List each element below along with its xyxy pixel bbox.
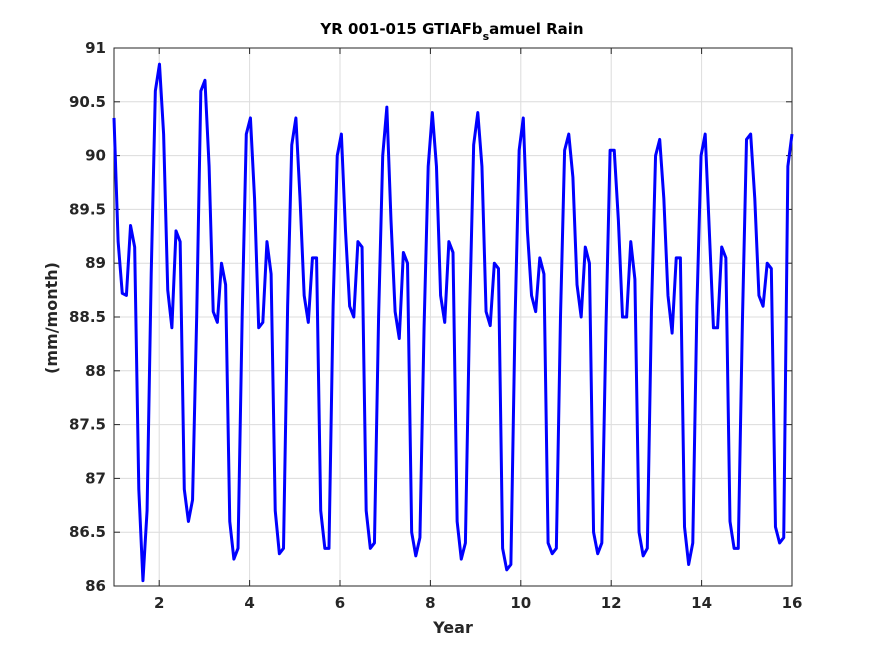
rain-series-line (112, 62, 794, 583)
y-tick-label: 87 (85, 469, 106, 487)
x-tick-label: 4 (244, 594, 254, 612)
y-tick-label: 88.5 (69, 308, 106, 326)
title-rest: amuel Rain (489, 20, 583, 38)
x-tick-label: 16 (782, 594, 803, 612)
x-axis-label: Year (432, 618, 473, 637)
y-axis-label: (mm/month) (42, 262, 61, 374)
x-tick-label: 10 (510, 594, 531, 612)
chart-title: YR 001-015 GTIAFbsamuel Rain (319, 20, 583, 43)
title-main: YR 001-015 GTIAFb (319, 20, 482, 38)
x-tick-label: 6 (335, 594, 345, 612)
y-tick-label: 86.5 (69, 523, 106, 541)
y-tick-label: 89.5 (69, 200, 106, 218)
y-tick-label: 90.5 (69, 93, 106, 111)
y-tick-label: 91 (85, 39, 106, 57)
y-tick-label: 86 (85, 577, 106, 595)
x-tick-label: 14 (691, 594, 712, 612)
title-subscript: s (483, 30, 490, 43)
x-tick-label: 8 (425, 594, 435, 612)
y-tick-label: 90 (85, 147, 106, 165)
x-tick-label: 12 (601, 594, 622, 612)
x-tick-label: 2 (154, 594, 164, 612)
y-tick-label: 89 (85, 254, 106, 272)
y-tick-label: 87.5 (69, 416, 106, 434)
ticks: 2 4 6 8 10 12 14 16 86 86.5 87 87.5 88 88.5 89 89.5 90 90… (69, 39, 802, 612)
y-tick-label: 88 (85, 362, 106, 380)
